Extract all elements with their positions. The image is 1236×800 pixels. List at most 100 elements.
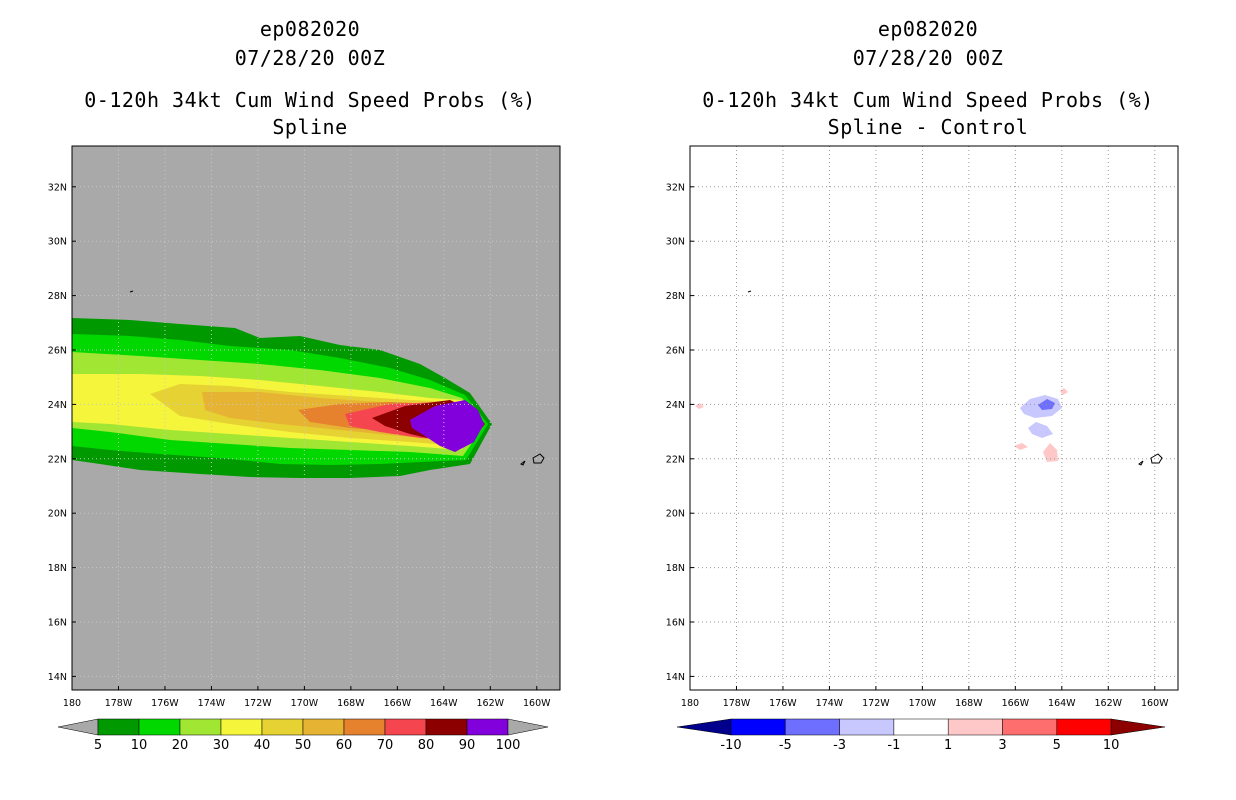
y-tick-label: 26N bbox=[48, 346, 67, 357]
right-axis-labels: 180 178W 176W 174W 172W 170W 168W 166W 164W 162W 1… bbox=[666, 182, 1169, 709]
diff-contour-pos1-c bbox=[1060, 388, 1068, 395]
colorbar-swatch bbox=[302, 718, 345, 736]
x-tick-label: 180 bbox=[63, 698, 81, 709]
left-axis-labels: 180 178W 176W 174W 172W 170W 168W 166W 164W 162W 1… bbox=[48, 182, 551, 709]
y-tick-label: 20N bbox=[48, 509, 67, 520]
x-tick-label: 176W bbox=[151, 698, 179, 709]
colorbar-swatch bbox=[384, 718, 427, 736]
x-tick-label: 178W bbox=[723, 698, 751, 709]
right-island-hawaii bbox=[1150, 453, 1163, 464]
right-title-line-3: 0-120h 34kt Cum Wind Speed Probs (%) bbox=[702, 88, 1154, 112]
right-colorbar: -10 -5 -3 -1 1 3 5 10 bbox=[676, 718, 1166, 753]
prob-contour-90 bbox=[410, 400, 484, 452]
y-tick-label: 22N bbox=[666, 454, 685, 465]
left-title-line-3: 0-120h 34kt Cum Wind Speed Probs (%) bbox=[84, 88, 536, 112]
left-map-panel: 180 178W 176W 174W 172W 170W 168W 166W 164W 162W 1… bbox=[48, 145, 561, 709]
colorbar-swatch bbox=[785, 718, 840, 736]
y-tick-label: 32N bbox=[666, 182, 685, 193]
colorbar-label: -5 bbox=[779, 738, 792, 753]
colorbar-label: -10 bbox=[720, 738, 741, 753]
y-tick-label: 26N bbox=[666, 346, 685, 357]
colorbar-label: 5 bbox=[94, 738, 102, 753]
colorbar-label: 3 bbox=[998, 738, 1006, 753]
left-island-maui bbox=[520, 460, 526, 466]
diff-contour-pos1-d bbox=[695, 403, 704, 409]
colorbar-swatch bbox=[179, 718, 222, 736]
colorbar-label: 80 bbox=[418, 738, 435, 753]
right-map-panel: 180 178W 176W 174W 172W 170W 168W 166W 164W 162W 1… bbox=[666, 145, 1179, 709]
x-tick-label: 168W bbox=[955, 698, 983, 709]
right-title: ep082020 07/28/20 00Z 0-120h 34kt Cum Wi… bbox=[648, 15, 1208, 142]
right-title-line-1: ep082020 bbox=[877, 17, 979, 41]
colorbar-label: 10 bbox=[131, 738, 148, 753]
left-gridlines bbox=[72, 146, 560, 690]
x-tick-label: 162W bbox=[477, 698, 505, 709]
y-tick-label: 20N bbox=[666, 509, 685, 520]
colorbar-swatch bbox=[220, 718, 263, 736]
x-tick-label: 170W bbox=[909, 698, 937, 709]
y-tick-label: 22N bbox=[48, 454, 67, 465]
x-tick-label: 160W bbox=[523, 698, 551, 709]
x-tick-label: 166W bbox=[384, 698, 412, 709]
colorbar-low-arrow bbox=[57, 718, 99, 736]
y-tick-label: 28N bbox=[48, 291, 67, 302]
colorbar-swatch bbox=[97, 718, 140, 736]
y-tick-label: 18N bbox=[48, 563, 67, 574]
left-title-line-1: ep082020 bbox=[259, 17, 361, 41]
x-tick-label: 174W bbox=[816, 698, 844, 709]
colorbar-high-arrow bbox=[1110, 718, 1166, 736]
colorbar-swatch bbox=[466, 718, 509, 736]
diff-contour-pos1-b bbox=[1014, 443, 1028, 450]
x-tick-label: 168W bbox=[337, 698, 365, 709]
y-tick-label: 24N bbox=[48, 400, 67, 411]
left-island-hawaii bbox=[532, 453, 545, 464]
colorbar-swatch bbox=[839, 718, 895, 736]
y-tick-label: 32N bbox=[48, 182, 67, 193]
colorbar-swatch bbox=[730, 718, 786, 736]
colorbar-swatch bbox=[343, 718, 386, 736]
left-island-small bbox=[129, 290, 134, 293]
colorbar-label: 50 bbox=[295, 738, 312, 753]
colorbar-label: 90 bbox=[459, 738, 476, 753]
colorbar-label: -3 bbox=[833, 738, 846, 753]
colorbar-label: -1 bbox=[887, 738, 900, 753]
colorbar-label: 60 bbox=[336, 738, 353, 753]
x-tick-label: 164W bbox=[1048, 698, 1076, 709]
x-tick-label: 174W bbox=[198, 698, 226, 709]
y-tick-label: 24N bbox=[666, 400, 685, 411]
x-tick-label: 166W bbox=[1002, 698, 1030, 709]
left-title: ep082020 07/28/20 00Z 0-120h 34kt Cum Wi… bbox=[30, 15, 590, 142]
right-island-maui bbox=[1138, 460, 1144, 466]
x-tick-label: 176W bbox=[769, 698, 797, 709]
diff-contour-pos1-a bbox=[1043, 443, 1058, 462]
colorbar-label: 100 bbox=[496, 738, 521, 753]
right-title-line-2: 07/28/20 00Z bbox=[852, 46, 1004, 70]
y-tick-label: 14N bbox=[48, 672, 67, 683]
x-tick-label: 160W bbox=[1141, 698, 1169, 709]
y-tick-label: 28N bbox=[666, 291, 685, 302]
colorbar-label: 30 bbox=[213, 738, 230, 753]
colorbar-swatch bbox=[261, 718, 304, 736]
y-tick-label: 30N bbox=[666, 237, 685, 248]
left-title-line-2: 07/28/20 00Z bbox=[234, 46, 386, 70]
right-island-small bbox=[747, 290, 752, 293]
x-tick-label: 170W bbox=[291, 698, 319, 709]
colorbar-swatch bbox=[138, 718, 181, 736]
left-plot-frame bbox=[71, 145, 561, 691]
right-gridlines bbox=[690, 146, 1178, 690]
x-tick-label: 172W bbox=[862, 698, 890, 709]
x-tick-label: 172W bbox=[244, 698, 272, 709]
diff-contour-neg1-b bbox=[1028, 422, 1053, 438]
colorbar-swatch bbox=[893, 718, 949, 736]
y-tick-label: 16N bbox=[48, 618, 67, 629]
colorbar-swatch bbox=[1056, 718, 1112, 736]
x-tick-label: 180 bbox=[681, 698, 699, 709]
colorbar-low-arrow bbox=[676, 718, 732, 736]
left-colorbar: 5 10 20 30 40 50 60 70 80 90 100 bbox=[57, 718, 549, 753]
colorbar-label: 20 bbox=[172, 738, 189, 753]
x-tick-label: 178W bbox=[105, 698, 133, 709]
left-title-line-4: Spline bbox=[272, 115, 348, 139]
colorbar-swatch bbox=[425, 718, 468, 736]
x-tick-label: 164W bbox=[430, 698, 458, 709]
